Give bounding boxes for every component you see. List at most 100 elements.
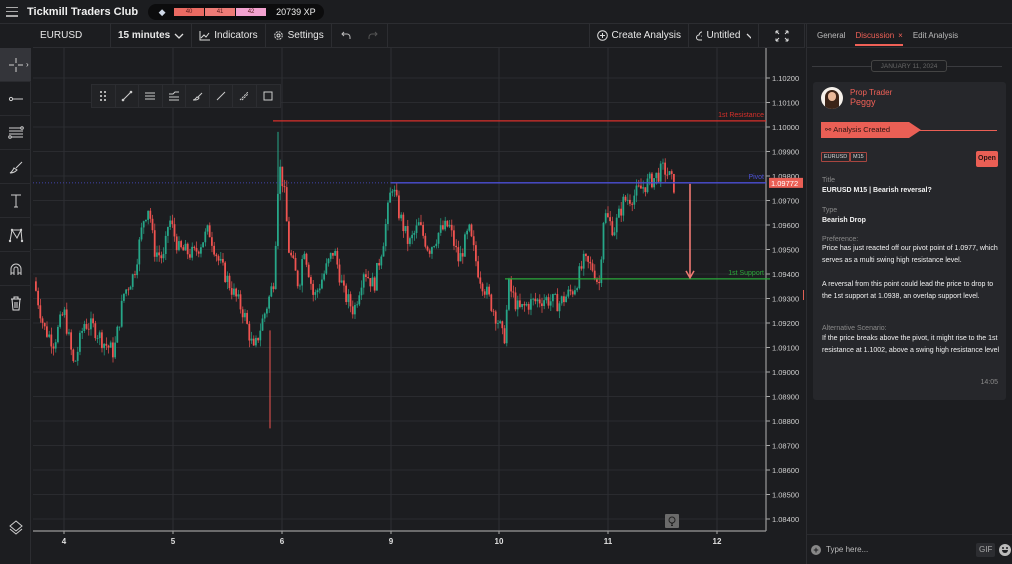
- svg-text:1st Support: 1st Support: [728, 270, 764, 277]
- fib-retracement-icon: [7, 125, 24, 139]
- text-tool[interactable]: [0, 184, 31, 218]
- trend-line-icon: [121, 90, 133, 102]
- redo-button[interactable]: [360, 23, 388, 48]
- event-line: [919, 129, 997, 131]
- svg-text:Pivot: Pivot: [748, 174, 764, 181]
- price-chart[interactable]: 1.10200 1.10100 1.10000 1.09900 1.09800 1.097…: [33, 48, 805, 564]
- date-divider: JANUARY 11, 2024: [807, 56, 1012, 78]
- fullscreen-icon: [775, 30, 788, 41]
- layers-icon: [8, 520, 23, 535]
- svg-text:10: 10: [495, 537, 504, 546]
- horizontal-line-tool[interactable]: [0, 82, 31, 116]
- svg-text:6: 6: [280, 537, 285, 546]
- crosshair-tool[interactable]: ›: [0, 48, 31, 82]
- channel-icon: [168, 91, 179, 101]
- svg-text:1.09772: 1.09772: [771, 179, 798, 188]
- svg-text:1.09000: 1.09000: [772, 368, 799, 377]
- indicators-icon: [199, 30, 211, 40]
- tab-discussion[interactable]: Discussion ×: [855, 24, 904, 48]
- user-role: Prop Trader: [850, 88, 893, 97]
- xp-progress: ◆ 40 41 42 20739 XP: [148, 3, 324, 20]
- settings-button[interactable]: Settings: [266, 23, 332, 48]
- level-segment: 42: [236, 7, 267, 16]
- brush-tool[interactable]: [0, 150, 31, 184]
- parallel-lines-button[interactable]: [139, 85, 163, 107]
- preference-text-2: A reversal from this point could lead th…: [822, 281, 994, 300]
- timeframe-tag: M15: [850, 152, 867, 162]
- preference-text-1: Price has just reacted off our pivot poi…: [822, 245, 998, 264]
- plus-circle-icon: [596, 30, 608, 41]
- create-analysis-label: Create Analysis: [611, 30, 681, 41]
- title-value: EURUSD M15 | Bearish reversal?: [822, 187, 932, 194]
- svg-text:1st Resistance: 1st Resistance: [718, 112, 764, 119]
- gif-button[interactable]: GIF: [976, 542, 996, 557]
- settings-label: Settings: [287, 30, 324, 41]
- svg-text:1.08800: 1.08800: [772, 417, 799, 426]
- fullscreen-button[interactable]: [759, 23, 805, 48]
- emoji-icon[interactable]: [999, 543, 1012, 556]
- layers-button[interactable]: [0, 514, 31, 540]
- indicators-label: Indicators: [214, 30, 258, 41]
- side-tabs: General Discussion × Edit Analysis: [807, 24, 1012, 48]
- pattern-tool[interactable]: [0, 218, 31, 252]
- svg-text:1.10200: 1.10200: [772, 74, 799, 83]
- pattern-icon: [8, 227, 23, 242]
- idea-marker[interactable]: [665, 514, 679, 528]
- chat-bar: + GIF: [807, 534, 1012, 564]
- svg-text:1.09600: 1.09600: [772, 221, 799, 230]
- close-icon[interactable]: ×: [898, 31, 903, 40]
- trend-line-button[interactable]: [116, 85, 139, 107]
- brush-icon: [193, 92, 203, 101]
- magnet-tool[interactable]: [0, 252, 31, 286]
- avatar[interactable]: [821, 87, 843, 109]
- chart-toolbar: EURUSD 15 minutes Indicators Settings Cr…: [33, 23, 805, 48]
- drag-handle-icon: [100, 91, 107, 101]
- tab-general[interactable]: General: [817, 31, 846, 40]
- drag-handle[interactable]: [92, 85, 116, 107]
- svg-text:1.09700: 1.09700: [772, 197, 799, 206]
- svg-text:1.09200: 1.09200: [772, 319, 799, 328]
- svg-text:11: 11: [604, 537, 613, 546]
- crosshair-icon: [8, 57, 23, 72]
- alternative-text: If the price breaks above the pivot, it …: [822, 335, 1000, 354]
- expand-chevron-icon[interactable]: ›: [26, 60, 29, 69]
- symbol-selector[interactable]: EURUSD: [33, 23, 111, 48]
- type-label: Type: [822, 207, 838, 214]
- line-button[interactable]: [210, 85, 233, 107]
- title-label: Title: [822, 177, 835, 184]
- alternative-label: Alternative Scenario:: [822, 325, 887, 332]
- top-bar: Tickmill Traders Club ◆ 40 41 42 20739 X…: [0, 0, 1012, 24]
- ray-button[interactable]: [233, 85, 257, 107]
- layout-dropdown[interactable]: Untitled: [689, 23, 759, 48]
- redo-icon: [368, 31, 378, 39]
- brush-button[interactable]: [186, 85, 210, 107]
- user-name[interactable]: Peggy: [850, 97, 876, 107]
- create-analysis-button[interactable]: Create Analysis: [588, 23, 689, 48]
- level-segment: 40: [174, 7, 205, 16]
- delete-tool[interactable]: [0, 286, 31, 320]
- ray-icon: [239, 91, 249, 101]
- menu-icon[interactable]: [6, 6, 18, 17]
- chat-input[interactable]: [826, 545, 966, 554]
- undo-button[interactable]: [332, 24, 360, 48]
- rectangle-button[interactable]: [257, 85, 281, 107]
- preference-label: Preference:: [822, 236, 859, 243]
- svg-text:1.09100: 1.09100: [772, 344, 799, 353]
- svg-text:12: 12: [713, 537, 722, 546]
- add-attachment-icon[interactable]: +: [811, 544, 821, 555]
- chevron-down-icon: [746, 33, 751, 39]
- chevron-down-icon: [174, 33, 184, 39]
- indicators-button[interactable]: Indicators: [192, 23, 266, 48]
- line-icon: [216, 91, 226, 101]
- channel-button[interactable]: [163, 85, 186, 107]
- svg-text:1.09500: 1.09500: [772, 246, 799, 255]
- svg-text:9: 9: [389, 537, 394, 546]
- open-button[interactable]: Open: [976, 151, 998, 167]
- tab-edit-analysis[interactable]: Edit Analysis: [912, 31, 959, 40]
- event-pill: ⚯ Analysis Created: [821, 122, 921, 138]
- svg-text:1.08900: 1.08900: [772, 393, 799, 402]
- candlestick-chart[interactable]: 1.102001.101001.100001.099001.098001.097…: [33, 48, 805, 564]
- timeframe-dropdown[interactable]: 15 minutes: [111, 23, 193, 48]
- rectangle-icon: [263, 91, 273, 101]
- fib-tool[interactable]: [0, 116, 31, 150]
